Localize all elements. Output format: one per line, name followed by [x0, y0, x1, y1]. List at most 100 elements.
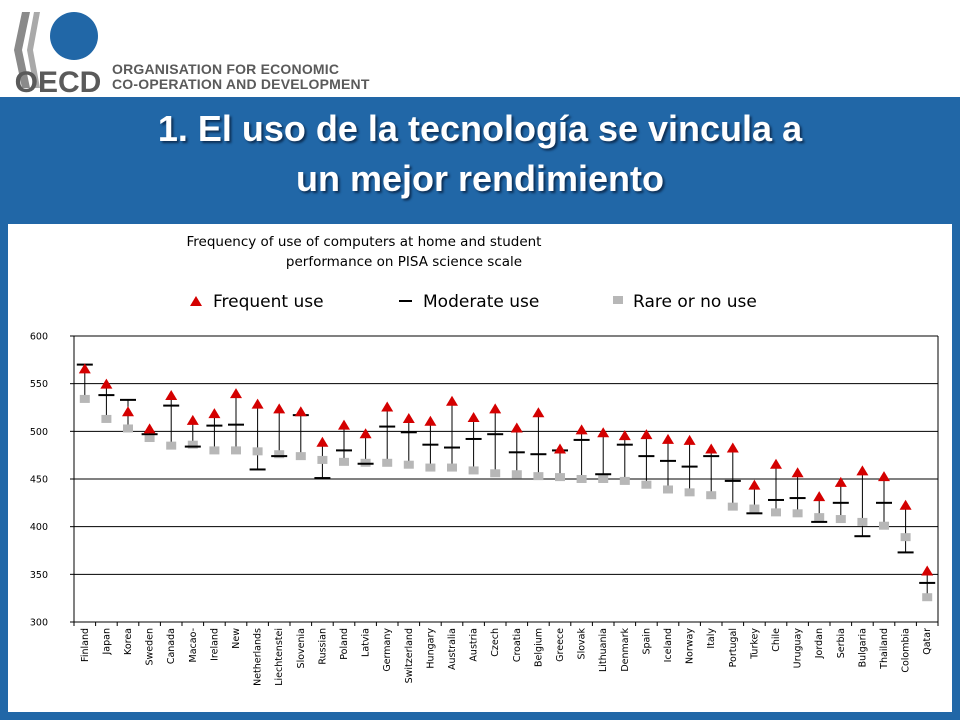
rare-use-point-18 [468, 466, 479, 475]
y-tick-label-550: 550 [30, 379, 48, 390]
moderate-use-point-11 [314, 477, 331, 480]
y-tick-label-500: 500 [30, 427, 48, 438]
rare-use-point-32 [771, 508, 781, 517]
frequent-use-point-39 [921, 565, 934, 576]
frequent-use-point-37 [878, 471, 890, 482]
rare-use-point-24 [598, 475, 609, 483]
rare-use-point-29 [706, 491, 717, 500]
frequent-use-point-8 [251, 398, 264, 409]
x-tick-label-34: Jordan [814, 628, 825, 659]
x-tick-label-36: Bulgaria [857, 628, 868, 667]
frequent-use-point-34 [813, 491, 826, 502]
x-tick-label-18: Austria [469, 628, 480, 662]
rare-use-point-7 [231, 446, 241, 455]
frequent-use-point-2 [122, 406, 134, 417]
y-axis-ticks: 300 350 400 450 500 550 600 [30, 332, 74, 629]
y-tick-label-350: 350 [30, 570, 48, 581]
moderate-use-point-27 [660, 459, 676, 462]
rare-use-point-12 [339, 457, 349, 466]
slide-title-line1: 1. El uso de la tecnología se vincula a [157, 108, 803, 149]
moderate-use-point-2 [120, 398, 136, 401]
moderate-use-point-26 [638, 455, 655, 458]
moderate-use-point-19 [487, 433, 504, 436]
moderate-use-point-6 [206, 424, 223, 427]
x-tick-label-9: Liechtenstei [274, 628, 285, 686]
frequent-use-point-29 [705, 443, 718, 454]
x-tick-label-3: Sweden [145, 628, 156, 666]
rare-use-point-25 [619, 476, 630, 485]
frequent-use-point-35 [834, 476, 847, 487]
x-tick-label-1: Japan [101, 628, 112, 656]
moderate-use-point-17 [444, 446, 460, 449]
frequent-use-point-9 [273, 403, 286, 414]
x-tick-label-32: Chile [771, 628, 782, 652]
x-tick-label-4: Canada [166, 628, 177, 664]
header-band: OECD ORGANISATION FOR ECONOMIC CO-OPERAT… [0, 0, 960, 97]
x-tick-label-13: Latvia [361, 628, 372, 657]
frequent-use-point-14 [381, 401, 394, 412]
frequent-use-point-5 [186, 414, 199, 425]
x-tick-label-27: Iceland [663, 628, 674, 662]
legend-frequent-marker [190, 296, 202, 306]
oecd-logo-icon: OECD [14, 12, 101, 94]
moderate-use-point-13 [357, 462, 374, 465]
x-tick-label-33: Uruguay [793, 628, 804, 669]
moderate-use-point-30 [724, 479, 741, 482]
rare-use-point-37 [879, 521, 889, 530]
x-tick-label-17: Australia [447, 628, 458, 670]
x-tick-label-16: Hungary [425, 628, 436, 669]
frequent-use-point-15 [402, 412, 415, 423]
frequent-use-point-13 [359, 428, 372, 439]
chart-title: Frequency of use of computers at home an… [187, 234, 542, 270]
moderate-use-point-28 [681, 465, 698, 468]
rare-use-point-4 [166, 441, 177, 450]
rare-use-point-15 [403, 460, 414, 469]
frequent-use-point-33 [791, 467, 804, 478]
x-tick-label-37: Thailand [879, 628, 890, 670]
x-tick-label-5: Macao- [188, 628, 199, 662]
rare-use-point-35 [835, 515, 846, 524]
org-name: ORGANISATION FOR ECONOMIC CO-OPERATION A… [112, 62, 370, 92]
moderate-use-point-21 [530, 453, 547, 456]
frequent-use-points [78, 363, 934, 576]
x-tick-label-2: Korea [123, 628, 134, 655]
moderate-use-point-33 [789, 497, 806, 500]
frequent-use-point-22 [554, 443, 566, 454]
x-tick-label-10: Slovenia [296, 628, 307, 668]
rare-use-point-17 [447, 463, 457, 472]
frequent-use-point-25 [618, 430, 631, 441]
frequent-use-point-12 [338, 419, 350, 430]
frequent-use-point-7 [230, 388, 242, 399]
slide-title-line2: un mejor rendimiento [295, 158, 665, 199]
moderate-use-point-8 [249, 468, 266, 471]
legend-rare-label: Rare or no use [633, 292, 757, 312]
x-tick-label-20: Croatia [512, 628, 523, 662]
moderate-use-points [76, 363, 936, 584]
moderate-use-point-7 [228, 423, 244, 426]
frequent-use-point-4 [165, 390, 178, 401]
moderate-use-point-31 [746, 512, 763, 515]
rare-use-point-10 [295, 452, 306, 461]
moderate-use-point-29 [703, 455, 720, 458]
moderate-use-point-20 [508, 451, 525, 454]
x-tick-label-26: Spain [641, 628, 652, 655]
legend: Frequent use Moderate use Rare or no use [190, 292, 757, 312]
x-tick-label-30: Portugal [728, 628, 739, 667]
frequent-use-point-6 [208, 408, 221, 419]
slide-title: 1. El uso de la tecnología se vincula a … [0, 104, 960, 204]
frequent-use-point-0 [78, 363, 91, 374]
rare-use-point-38 [900, 533, 911, 542]
moderate-use-point-1 [98, 394, 115, 397]
moderate-use-point-14 [379, 425, 396, 428]
org-name-line2: CO-OPERATION AND DEVELOPMENT [112, 76, 370, 92]
legend-rare-marker [613, 296, 623, 304]
moderate-use-point-25 [616, 443, 633, 446]
chart-title-line1: Frequency of use of computers at home an… [187, 234, 542, 250]
frequent-use-point-28 [683, 434, 696, 445]
x-tick-label-28: Norway [685, 628, 696, 664]
grid-lines [73, 335, 939, 623]
rare-use-point-2 [123, 424, 133, 433]
y-tick-label-300: 300 [30, 618, 48, 629]
rare-use-points [79, 394, 933, 602]
frequent-use-point-18 [467, 411, 480, 422]
